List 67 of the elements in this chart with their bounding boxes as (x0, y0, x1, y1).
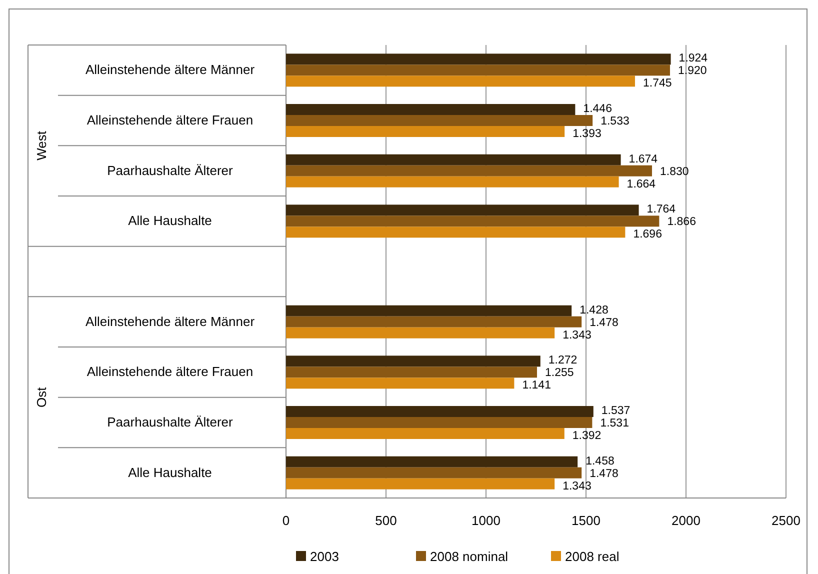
data-label: 1.830 (660, 166, 689, 178)
legend-label: 2008 real (565, 549, 620, 564)
data-label: 1.446 (583, 103, 612, 115)
x-tick-label: 1000 (472, 513, 500, 528)
data-label: 1.141 (522, 380, 551, 392)
data-label: 1.533 (600, 116, 630, 128)
y-tick-label: Alle Haushalte (128, 464, 212, 480)
bar (286, 204, 639, 216)
bar (286, 126, 565, 137)
bar (286, 54, 671, 65)
data-label: 1.478 (590, 468, 618, 480)
data-label: 1.392 (572, 430, 602, 442)
legend-label: 2008 nominal (430, 549, 508, 564)
data-label: 1.696 (633, 228, 662, 241)
bar (286, 176, 619, 188)
bar (286, 478, 555, 490)
y-tick-label: Alle Haushalte (128, 213, 212, 228)
bar (286, 64, 670, 76)
bar (286, 226, 626, 238)
data-label: 1.272 (548, 354, 578, 367)
y-tick-label: Alleinstehende ältere Frauen (86, 112, 254, 128)
x-tick-label: 500 (375, 513, 397, 528)
bar (286, 76, 635, 87)
y-tick-label: Alleinstehende ältere Männer (85, 62, 256, 78)
text: West (34, 130, 49, 160)
x-tick-label: 2000 (672, 513, 700, 528)
bar (286, 104, 576, 115)
bar (286, 467, 582, 478)
bar (286, 115, 593, 126)
data-label: 1.428 (580, 304, 608, 316)
bar (286, 406, 594, 417)
bar (286, 305, 572, 316)
bar (286, 378, 514, 389)
data-label: 1.255 (545, 367, 574, 380)
bar (286, 428, 564, 439)
bar (286, 366, 537, 378)
data-label: 1.531 (600, 418, 629, 430)
y-tick-label: Alleinstehende ältere Frauen (86, 364, 254, 380)
bar (286, 316, 582, 328)
data-label: 1.866 (667, 216, 696, 228)
y-tick-label: Paarhaushalte Älterer (107, 414, 234, 430)
data-label: 1.343 (562, 480, 592, 492)
bar (286, 165, 652, 176)
data-label: 1.393 (572, 128, 602, 140)
bar (286, 154, 621, 166)
bar (286, 417, 592, 428)
bar (286, 356, 540, 367)
x-tick-label: 1500 (572, 513, 600, 528)
data-label: 1.745 (643, 78, 672, 90)
data-label: 1.924 (678, 52, 708, 65)
text: Ost (34, 386, 49, 408)
data-label: 1.664 (626, 178, 656, 190)
data-label: 1.343 (562, 329, 592, 342)
data-label: 1.458 (586, 455, 614, 468)
x-tick-label: 0 (282, 513, 290, 528)
data-label: 1.674 (628, 153, 658, 166)
bar (286, 456, 578, 468)
y-tick-label: Paarhaushalte Älterer (107, 162, 234, 178)
x-tick-label: 2500 (772, 513, 800, 528)
bar (286, 327, 555, 338)
legend-label: 2003 (310, 549, 339, 564)
data-label: 1.920 (678, 65, 707, 78)
bar (286, 216, 660, 227)
y-tick-label: Alleinstehende ältere Männer (85, 314, 256, 329)
data-label: 1.478 (590, 316, 618, 329)
data-label: 1.764 (646, 204, 676, 216)
data-label: 1.537 (601, 405, 630, 417)
